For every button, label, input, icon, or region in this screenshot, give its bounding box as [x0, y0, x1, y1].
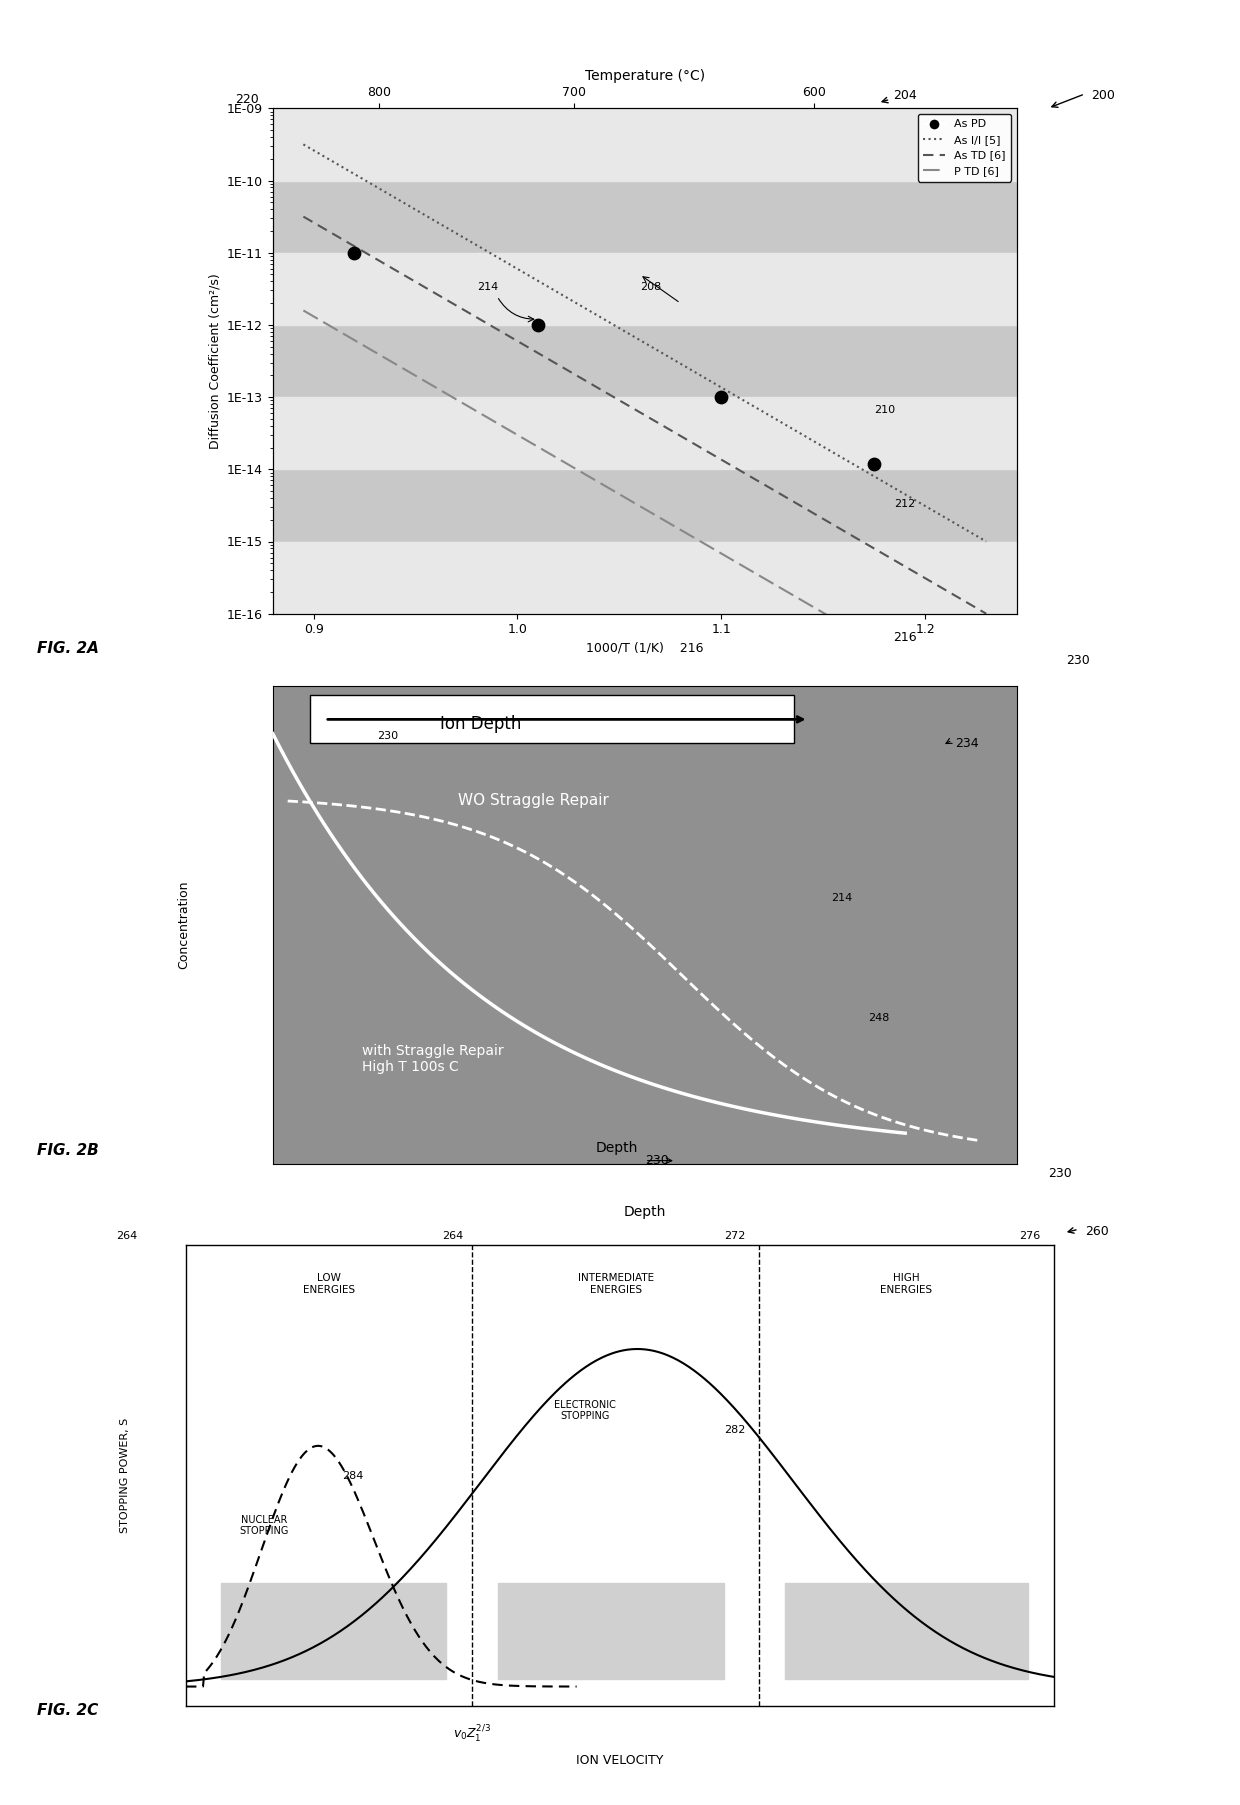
Text: 282: 282	[724, 1424, 745, 1435]
Point	[528, 310, 548, 339]
Text: 276: 276	[1019, 1231, 1040, 1242]
Text: INTERMEDIATE
ENERGIES: INTERMEDIATE ENERGIES	[578, 1273, 653, 1294]
Text: LOW
ENERGIES: LOW ENERGIES	[303, 1273, 356, 1294]
Text: STOPPING POWER, S: STOPPING POWER, S	[120, 1419, 130, 1532]
Text: FIG. 2C: FIG. 2C	[37, 1702, 98, 1718]
Text: WO Straggle Repair: WO Straggle Repair	[458, 794, 609, 809]
Text: 200: 200	[1091, 88, 1115, 103]
Text: ION VELOCITY: ION VELOCITY	[577, 1754, 663, 1767]
Text: Concentration: Concentration	[177, 881, 190, 969]
Y-axis label: Diffusion Coefficient (cm²/s): Diffusion Coefficient (cm²/s)	[208, 273, 222, 449]
Bar	[273, 542, 1017, 614]
Point	[864, 449, 884, 478]
Text: 216: 216	[893, 630, 916, 644]
Text: NUCLEAR
STOPPING: NUCLEAR STOPPING	[239, 1514, 289, 1536]
Text: 260: 260	[1085, 1224, 1109, 1238]
Text: 214: 214	[831, 893, 852, 902]
Text: 230: 230	[645, 1153, 668, 1168]
Text: 204: 204	[893, 88, 916, 103]
Bar	[273, 253, 1017, 325]
Point	[345, 238, 365, 267]
Text: 230: 230	[1066, 653, 1090, 668]
Text: 230: 230	[1048, 1166, 1071, 1180]
Bar	[785, 1583, 1028, 1679]
Text: HIGH
ENERGIES: HIGH ENERGIES	[880, 1273, 932, 1294]
Text: 214: 214	[476, 282, 498, 292]
Text: 264: 264	[117, 1231, 138, 1242]
FancyBboxPatch shape	[310, 695, 794, 744]
Text: 248: 248	[868, 1013, 889, 1023]
Bar	[221, 1583, 446, 1679]
Text: ELECTRONIC
STOPPING: ELECTRONIC STOPPING	[554, 1399, 616, 1421]
Text: 284: 284	[342, 1471, 363, 1480]
Text: $v_0Z_1^{2/3}$: $v_0Z_1^{2/3}$	[454, 1722, 491, 1744]
Legend: As PD, As I/I [5], As TD [6], P TD [6]: As PD, As I/I [5], As TD [6], P TD [6]	[918, 114, 1012, 182]
Text: FIG. 2A: FIG. 2A	[37, 641, 99, 657]
X-axis label: Temperature (°C): Temperature (°C)	[585, 69, 704, 83]
Text: 220: 220	[236, 92, 259, 106]
Bar	[273, 397, 1017, 469]
Text: 264: 264	[441, 1231, 464, 1242]
Text: 272: 272	[724, 1231, 745, 1242]
Text: 234: 234	[955, 736, 978, 751]
Point	[712, 383, 732, 412]
Text: 212: 212	[894, 498, 916, 509]
Text: Depth: Depth	[595, 1141, 637, 1155]
Text: Ion Depth: Ion Depth	[440, 715, 522, 733]
Text: FIG. 2B: FIG. 2B	[37, 1143, 99, 1159]
Text: with Straggle Repair
High T 100s C: with Straggle Repair High T 100s C	[362, 1043, 503, 1074]
X-axis label: 1000/T (1/K)    216: 1000/T (1/K) 216	[587, 643, 703, 655]
Text: 210: 210	[874, 404, 895, 415]
Text: Depth: Depth	[624, 1206, 666, 1218]
Text: 208: 208	[640, 282, 661, 292]
Text: 230: 230	[377, 731, 398, 740]
Bar	[498, 1583, 724, 1679]
